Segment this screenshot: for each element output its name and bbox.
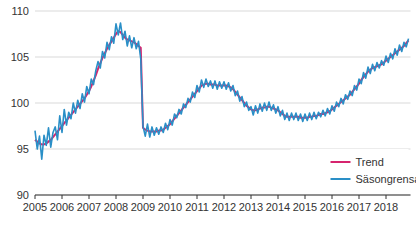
x-tick: [305, 195, 306, 199]
x-tick-label: 2008: [104, 201, 128, 213]
x-tick: [278, 195, 279, 199]
x-tick: [197, 195, 198, 199]
x-axis: [35, 195, 411, 196]
grid-line: [35, 57, 411, 58]
y-tick-label: 110: [11, 5, 29, 17]
x-tick-label: 2015: [293, 201, 317, 213]
x-tick-label: 2017: [347, 201, 371, 213]
x-tick-label: 2012: [212, 201, 236, 213]
series-line: [35, 23, 409, 159]
legend-swatch: [331, 161, 351, 163]
x-tick: [170, 195, 171, 199]
x-tick: [359, 195, 360, 199]
x-tick: [332, 195, 333, 199]
x-tick-label: 2009: [131, 201, 155, 213]
x-tick: [62, 195, 63, 199]
plot-area: [35, 23, 409, 159]
grid-line: [35, 11, 411, 12]
grid-line: [35, 103, 411, 104]
legend-label: Trend: [356, 156, 384, 168]
x-tick-label: 2011: [185, 201, 209, 213]
y-tick-label: 95: [17, 143, 29, 155]
x-tick-label: 2014: [266, 201, 290, 213]
x-tick-label: 2013: [239, 201, 263, 213]
x-tick-label: 2016: [320, 201, 344, 213]
x-tick-label: 2010: [158, 201, 182, 213]
x-tick: [251, 195, 252, 199]
x-tick-label: 2006: [50, 201, 74, 213]
x-tick: [35, 195, 36, 199]
legend-label: Säsongrensad: [356, 173, 416, 185]
y-tick-label: 105: [11, 51, 29, 63]
y-tick-label: 90: [17, 189, 29, 201]
x-tick-label: 2005: [23, 201, 47, 213]
x-tick: [386, 195, 387, 199]
x-tick: [89, 195, 90, 199]
legend-swatch: [331, 178, 351, 180]
grid-line: [35, 195, 411, 196]
x-tick: [143, 195, 144, 199]
x-tick: [116, 195, 117, 199]
legend: Trend Säsongrensad: [291, 149, 416, 191]
y-tick-label: 100: [11, 97, 29, 109]
x-tick-label: 2007: [77, 201, 101, 213]
x-tick-label: 2018: [374, 201, 398, 213]
x-tick: [224, 195, 225, 199]
chart: 9095100105110200520062007200820092010201…: [0, 0, 416, 227]
